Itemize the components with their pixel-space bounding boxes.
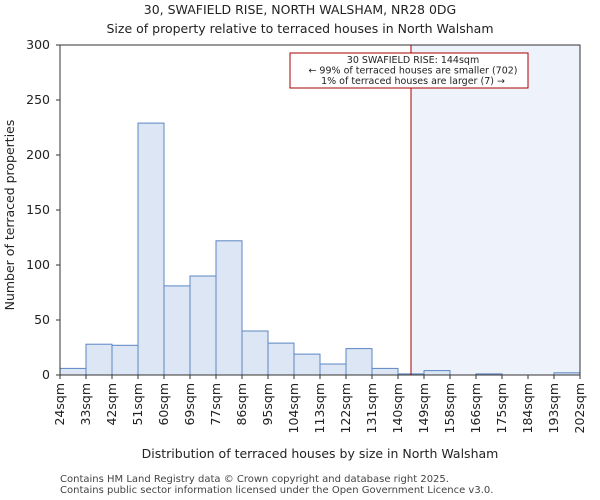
bar-77sqm [215, 240, 243, 376]
bar-149sqm [423, 370, 451, 376]
x-tick-label-122sqm: 122sqm [338, 383, 353, 433]
x-tick-label-158sqm: 158sqm [442, 383, 457, 433]
x-tick-label-33sqm: 33sqm [78, 383, 93, 426]
x-axis-label: Distribution of terraced houses by size … [142, 446, 499, 461]
chart-subtitle: Size of property relative to terraced ho… [106, 21, 493, 36]
y-axis-label: Number of terraced properties [2, 120, 17, 311]
chart-title: 30, SWAFIELD RISE, NORTH WALSHAM, NR28 0… [144, 2, 456, 17]
x-tick-label-175sqm: 175sqm [494, 383, 509, 433]
bar-131sqm [371, 367, 399, 376]
y-tick-label-300: 300 [26, 37, 50, 52]
x-tick-label-149sqm: 149sqm [416, 383, 431, 433]
x-tick-label-42sqm: 42sqm [104, 383, 119, 426]
x-tick-label-202sqm: 202sqm [572, 383, 587, 433]
bar-122sqm [345, 348, 373, 376]
x-tick-label-77sqm: 77sqm [208, 383, 223, 426]
y-tick-label-50: 50 [34, 312, 50, 327]
x-tick-label-104sqm: 104sqm [286, 383, 301, 433]
x-tick-label-24sqm: 24sqm [52, 383, 67, 426]
bar-42sqm [111, 344, 139, 376]
annotation-line-3: 1% of terraced houses are larger (7) → [321, 76, 505, 87]
footer-line-2: Contains public sector information licen… [60, 485, 493, 496]
x-tick-label-86sqm: 86sqm [234, 383, 249, 426]
x-tick-label-193sqm: 193sqm [546, 383, 561, 433]
y-tick-label-100: 100 [26, 257, 50, 272]
x-tick-label-131sqm: 131sqm [364, 383, 379, 433]
footer-line-1: Contains HM Land Registry data © Crown c… [60, 474, 449, 485]
bar-51sqm [137, 122, 165, 376]
bar-86sqm [241, 330, 269, 376]
y-tick-label-250: 250 [26, 92, 50, 107]
bar-69sqm [189, 275, 217, 376]
bar-104sqm [293, 353, 321, 376]
bar-95sqm [267, 342, 295, 376]
bar-33sqm [85, 343, 113, 376]
highlight-region [411, 45, 580, 375]
x-tick-label-140sqm: 140sqm [390, 383, 405, 433]
x-tick-label-95sqm: 95sqm [260, 383, 275, 426]
annotation-line-2: ← 99% of terraced houses are smaller (70… [308, 66, 517, 77]
x-tick-label-69sqm: 69sqm [182, 383, 197, 426]
bar-113sqm [319, 363, 347, 376]
x-tick-label-166sqm: 166sqm [468, 383, 483, 433]
x-tick-label-60sqm: 60sqm [156, 383, 171, 426]
x-tick-label-51sqm: 51sqm [130, 383, 145, 426]
x-tick-label-113sqm: 113sqm [312, 383, 327, 433]
annotation-line-1: 30 SWAFIELD RISE: 144sqm [347, 55, 479, 66]
bar-60sqm [163, 285, 191, 376]
y-tick-label-200: 200 [26, 147, 50, 162]
x-tick-label-184sqm: 184sqm [520, 383, 535, 433]
annotation-box [289, 52, 529, 89]
bar-24sqm [59, 367, 87, 376]
y-tick-label-150: 150 [26, 202, 50, 217]
y-tick-label-0: 0 [42, 367, 50, 382]
